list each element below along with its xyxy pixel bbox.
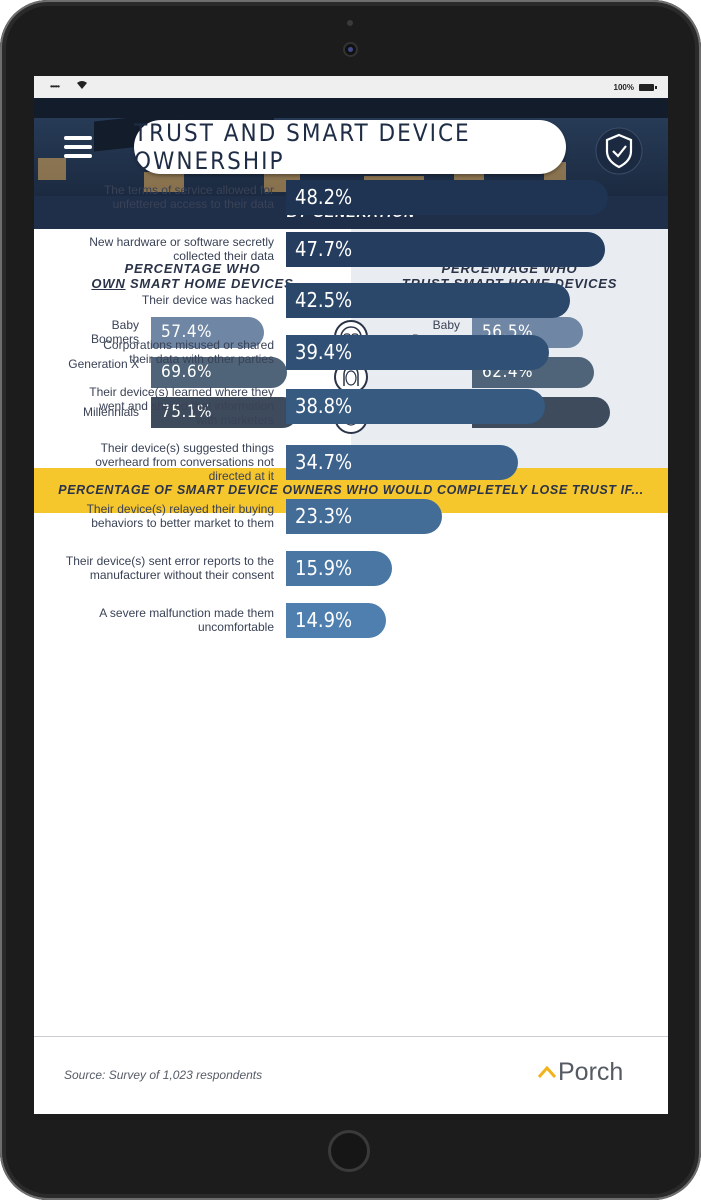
- lose-trust-label-3: Corporations misused or shared their data…: [103, 338, 274, 366]
- status-bar: ••••• 100%: [34, 76, 668, 98]
- own-bar-2: 75.1%: [151, 397, 299, 428]
- lose-trust-bar-7: 15.9%: [286, 551, 393, 586]
- own-heading: PERCENTAGE WHO OWN SMART HOME DEVICES: [34, 261, 351, 291]
- page-title: TRUST AND SMART DEVICE OWNERSHIP: [134, 119, 566, 175]
- lose-trust-label-7: Their device(s) sent error reports to th…: [65, 554, 274, 582]
- lose-trust-label-1: New hardware or software secretly collect…: [89, 235, 274, 263]
- lose-trust-label-5: Their device(s) suggested things overhear…: [95, 441, 274, 483]
- lose-trust-bar-0: 48.2%: [286, 180, 608, 215]
- sensor-dot: [347, 20, 353, 26]
- lose-trust-label-4: Their device(s) learned where they went a…: [89, 385, 274, 427]
- source-note: Source: Survey of 1,023 respondents: [64, 1068, 263, 1082]
- porch-wordmark: Porch: [558, 1058, 624, 1086]
- porch-logo: Porch: [538, 1058, 624, 1087]
- own-label-1: Generation X: [68, 357, 139, 371]
- battery-icon: [639, 84, 657, 91]
- own-bar-1: 69.6%: [151, 357, 288, 388]
- own-heading-line1: PERCENTAGE WHO: [124, 261, 261, 276]
- lose-trust-label-6: Their device(s) relayed their buying beha…: [86, 502, 274, 530]
- footer-divider: [34, 1036, 668, 1037]
- menu-icon[interactable]: [64, 136, 92, 158]
- screen: ••••• 100% TRUST AND SMART DEVICE OWNERS…: [34, 76, 668, 1114]
- own-heading-rest: SMART HOME DEVICES: [125, 276, 294, 291]
- lose-trust-chart: The terms of service allowed for unfetter…: [34, 180, 668, 1037]
- lose-trust-bar-6: 23.3%: [286, 499, 442, 534]
- own-label-2: Millennials: [82, 405, 139, 419]
- home-button[interactable]: [328, 1130, 370, 1172]
- shield-check-icon: [594, 126, 644, 176]
- own-bar-0: 57.4%: [151, 317, 264, 348]
- lose-trust-bar-5: 34.7%: [286, 445, 518, 480]
- signal-icon: •••••: [50, 82, 60, 91]
- camera-icon: [345, 44, 356, 55]
- lose-trust-label-0: The terms of service allowed for unfetter…: [103, 183, 274, 211]
- lose-trust-bar-3: 39.4%: [286, 335, 550, 370]
- lose-trust-label-8: A severe malfunction made them uncomforta…: [99, 606, 274, 634]
- own-heading-emphasis: OWN: [91, 276, 126, 291]
- battery-percent: 100%: [613, 83, 634, 92]
- lose-trust-bar-2: 42.5%: [286, 283, 570, 318]
- lose-trust-bar-8: 14.9%: [286, 603, 386, 638]
- lose-trust-bar-4: 38.8%: [286, 389, 546, 424]
- own-label-0: Baby Boomers: [90, 318, 139, 346]
- wifi-icon: [76, 80, 88, 92]
- lose-trust-bar-1: 47.7%: [286, 232, 605, 267]
- lose-trust-label-2: Their device was hacked: [141, 293, 274, 307]
- porch-roof-icon: [538, 1066, 556, 1078]
